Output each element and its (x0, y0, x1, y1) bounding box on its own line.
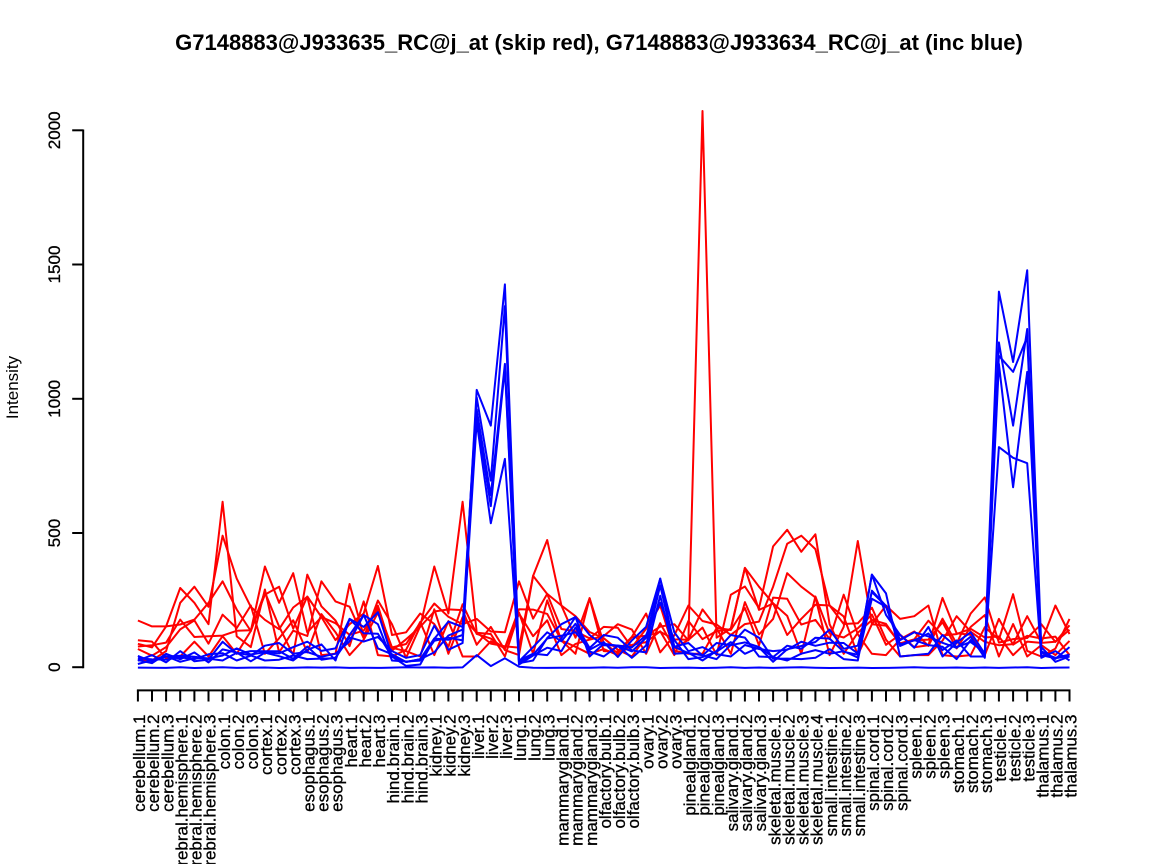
svg-text:cerebral.hemisphere.2: cerebral.hemisphere.2 (187, 715, 206, 864)
svg-text:kidney.3: kidney.3 (455, 715, 474, 777)
svg-text:liver.1: liver.1 (469, 715, 488, 759)
svg-text:spleen.1: spleen.1 (907, 715, 926, 779)
svg-text:colon.2: colon.2 (229, 715, 248, 770)
svg-text:stomach.2: stomach.2 (963, 715, 982, 793)
svg-text:1500: 1500 (45, 246, 64, 284)
svg-text:spinal.cord.3: spinal.cord.3 (892, 715, 911, 811)
svg-text:heart.2: heart.2 (356, 715, 375, 768)
svg-text:cortex.3: cortex.3 (285, 715, 304, 775)
svg-text:mammarygland.3: mammarygland.3 (582, 715, 601, 846)
svg-text:0: 0 (45, 662, 64, 671)
svg-text:cortex.1: cortex.1 (257, 715, 276, 775)
svg-text:liver.2: liver.2 (483, 715, 502, 759)
svg-text:colon.1: colon.1 (215, 715, 234, 770)
svg-text:thalamus.2: thalamus.2 (1048, 715, 1067, 798)
svg-text:salivary.gland.1: salivary.gland.1 (723, 715, 742, 832)
svg-text:hind.brain.3: hind.brain.3 (412, 715, 431, 804)
svg-text:olfactory.bulb.1: olfactory.bulb.1 (596, 715, 615, 829)
svg-text:spinal.cord.2: spinal.cord.2 (878, 715, 897, 811)
svg-text:heart.3: heart.3 (370, 715, 389, 768)
svg-text:2000: 2000 (45, 111, 64, 149)
svg-text:colon.3: colon.3 (243, 715, 262, 770)
svg-text:small.intestine.2: small.intestine.2 (836, 715, 855, 837)
svg-text:testicle.2: testicle.2 (1005, 715, 1024, 782)
svg-text:olfactory.bulb.2: olfactory.bulb.2 (610, 715, 629, 829)
svg-text:liver.3: liver.3 (497, 715, 516, 759)
svg-text:thalamus.3: thalamus.3 (1062, 715, 1081, 798)
svg-text:500: 500 (45, 519, 64, 547)
svg-text:hind.brain.2: hind.brain.2 (398, 715, 417, 804)
svg-text:Intensity: Intensity (3, 355, 22, 419)
svg-text:pinealgland.3: pinealgland.3 (709, 715, 728, 816)
svg-text:lung.2: lung.2 (525, 715, 544, 761)
svg-text:esophagus.1: esophagus.1 (300, 715, 319, 812)
svg-text:skeletal.muscle.4: skeletal.muscle.4 (808, 715, 827, 845)
svg-text:cerebellum.2: cerebellum.2 (144, 715, 163, 812)
svg-text:thalamus.1: thalamus.1 (1034, 715, 1053, 798)
svg-text:cerebral.hemisphere.1: cerebral.hemisphere.1 (172, 715, 191, 864)
svg-text:spleen.2: spleen.2 (921, 715, 940, 779)
svg-text:1000: 1000 (45, 380, 64, 418)
svg-text:cerebral.hemisphere.3: cerebral.hemisphere.3 (201, 715, 220, 864)
svg-text:ovary.2: ovary.2 (652, 715, 671, 770)
svg-text:pinealgland.1: pinealgland.1 (681, 715, 700, 816)
svg-text:esophagus.2: esophagus.2 (314, 715, 333, 812)
svg-text:mammarygland.1: mammarygland.1 (554, 715, 573, 846)
svg-text:esophagus.3: esophagus.3 (328, 715, 347, 812)
svg-text:G7148883@J933635_RC@j_at (skip: G7148883@J933635_RC@j_at (skip red), G71… (175, 30, 1023, 55)
svg-text:salivary.gland.2: salivary.gland.2 (737, 715, 756, 832)
svg-text:testicle.1: testicle.1 (991, 715, 1010, 782)
svg-text:ovary.3: ovary.3 (667, 715, 686, 770)
svg-text:lung.3: lung.3 (539, 715, 558, 761)
svg-text:olfactory.bulb.3: olfactory.bulb.3 (624, 715, 643, 829)
svg-text:spleen.3: spleen.3 (935, 715, 954, 779)
svg-text:small.intestine.1: small.intestine.1 (822, 715, 841, 837)
svg-text:spinal.cord.1: spinal.cord.1 (864, 715, 883, 811)
svg-text:lung.1: lung.1 (511, 715, 530, 761)
svg-text:skeletal.muscle.2: skeletal.muscle.2 (779, 715, 798, 845)
svg-text:small.intestine.3: small.intestine.3 (850, 715, 869, 837)
svg-text:stomach.1: stomach.1 (949, 715, 968, 793)
svg-text:kidney.1: kidney.1 (427, 715, 446, 777)
svg-text:skeletal.muscle.3: skeletal.muscle.3 (794, 715, 813, 845)
svg-text:skeletal.muscle.1: skeletal.muscle.1 (765, 715, 784, 845)
svg-text:mammarygland.2: mammarygland.2 (568, 715, 587, 846)
svg-text:pinealgland.2: pinealgland.2 (695, 715, 714, 816)
svg-text:heart.1: heart.1 (342, 715, 361, 768)
svg-text:salivary.gland.3: salivary.gland.3 (751, 715, 770, 832)
svg-text:hind.brain.1: hind.brain.1 (384, 715, 403, 804)
svg-text:cerebellum.1: cerebellum.1 (130, 715, 149, 812)
svg-text:cerebellum.3: cerebellum.3 (158, 715, 177, 812)
svg-text:stomach.3: stomach.3 (977, 715, 996, 793)
svg-text:kidney.2: kidney.2 (441, 715, 460, 777)
svg-text:testicle.3: testicle.3 (1019, 715, 1038, 782)
svg-text:cortex.2: cortex.2 (271, 715, 290, 775)
svg-text:ovary.1: ovary.1 (638, 715, 657, 770)
